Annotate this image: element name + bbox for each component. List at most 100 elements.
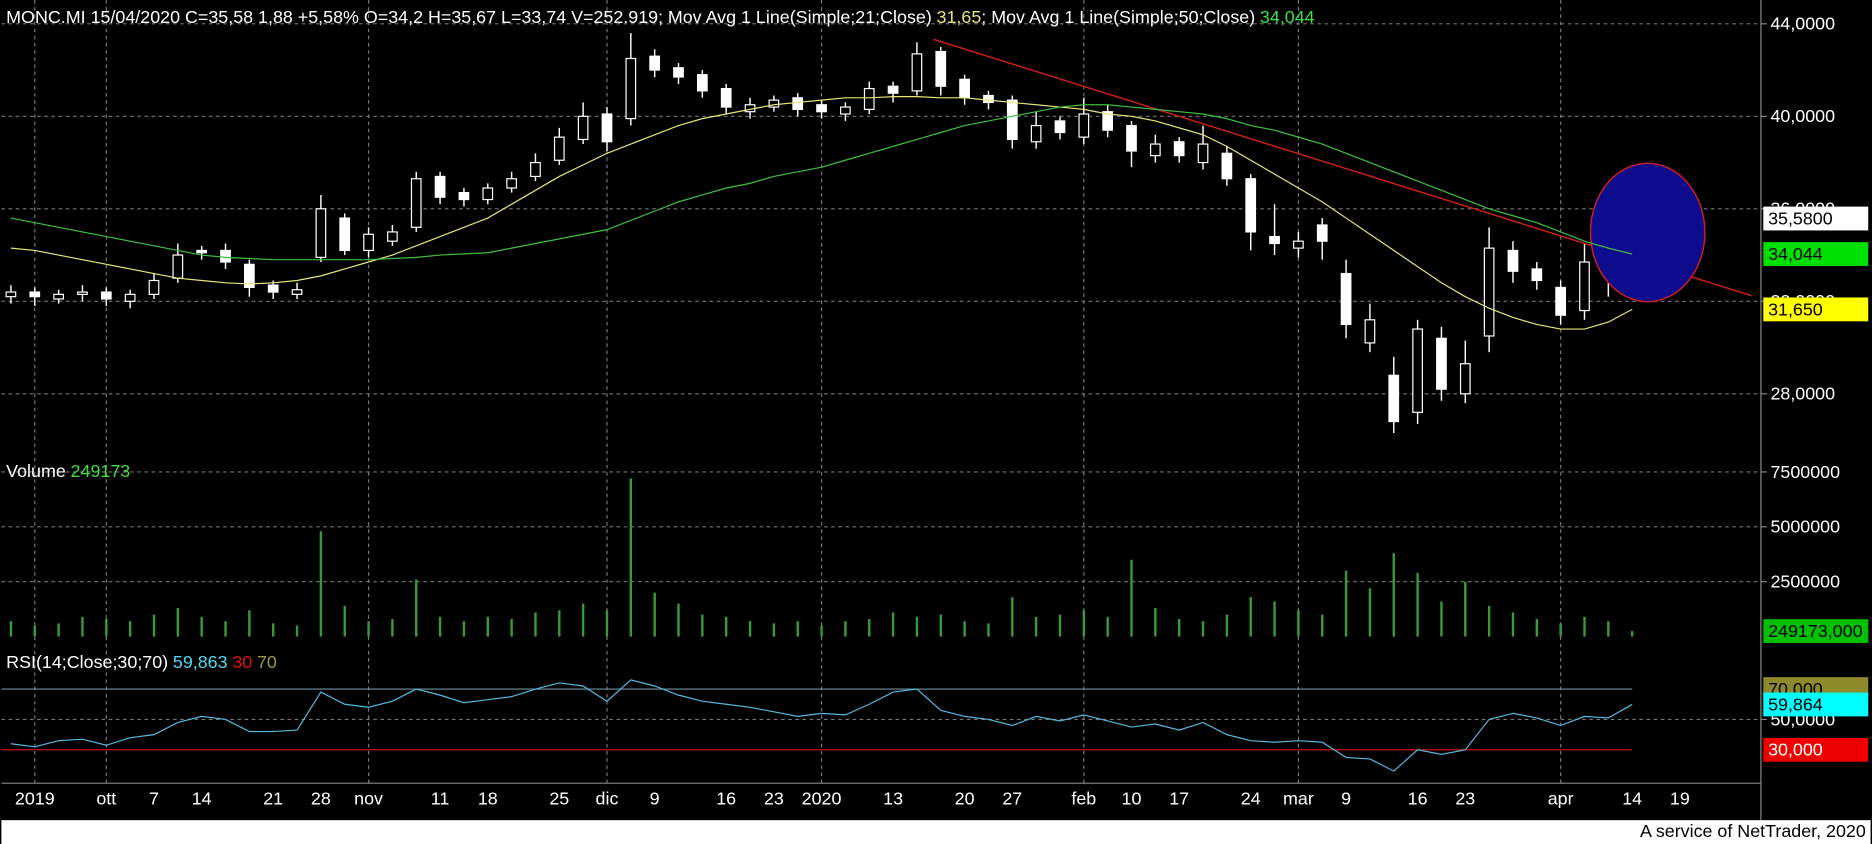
- moving-average: [10, 96, 1633, 330]
- volume-bar: [1344, 570, 1348, 637]
- candle-body: [553, 136, 565, 161]
- volume-bar: [486, 616, 489, 637]
- y-tick-label: 40,0000: [1770, 106, 1835, 126]
- x-tick-label: 14: [1622, 789, 1642, 809]
- rsi-line: [10, 679, 1633, 772]
- volume-bar: [1034, 616, 1038, 637]
- volume-bar: [272, 623, 275, 637]
- x-tick-label: 2019: [15, 789, 55, 809]
- candle-body: [530, 161, 541, 178]
- candle-body: [1245, 178, 1257, 233]
- candle-body: [1030, 124, 1042, 143]
- overlay: [1, 96, 1633, 772]
- candle-body: [625, 57, 637, 120]
- volume-bar: [1464, 581, 1467, 637]
- candle-body: [1531, 268, 1543, 282]
- candle-body: [816, 104, 827, 113]
- candle-body: [1436, 337, 1447, 390]
- x-tick-label: 17: [1169, 789, 1189, 809]
- x-tick-label: 25: [549, 789, 569, 809]
- volume-bar: [915, 616, 919, 637]
- candle-body: [315, 208, 327, 258]
- candle-body: [506, 178, 517, 189]
- x-tick-label: feb: [1071, 789, 1096, 809]
- volume-bar: [629, 478, 633, 637]
- x-tick-label: 21: [263, 789, 283, 809]
- volume-bar: [1249, 597, 1252, 637]
- candle-body: [1197, 143, 1209, 164]
- footer-bar: [1, 820, 1871, 844]
- volume-bar: [987, 623, 990, 637]
- candle-body: [1555, 286, 1567, 316]
- x-tick-label: 27: [1002, 789, 1022, 809]
- rsi-box-label: 59,864: [1768, 694, 1823, 714]
- y-tick-label: 28,0000: [1770, 384, 1835, 404]
- x-tick-label: ott: [96, 789, 116, 809]
- volume-header: Volume 249173: [6, 461, 130, 481]
- candle-body: [243, 263, 255, 289]
- volume-bar: [1630, 631, 1634, 637]
- candle-body: [482, 187, 494, 201]
- ma-box-label-box: [1763, 297, 1869, 322]
- candle-body: [1173, 141, 1185, 157]
- volume-bar: [1607, 621, 1610, 637]
- volume-bar: [1416, 572, 1419, 637]
- candle-body: [1102, 111, 1114, 131]
- candle-body: [1507, 249, 1519, 272]
- volume-box-label: 249173,000: [1768, 621, 1862, 641]
- x-tick-label: 10: [1122, 789, 1142, 809]
- volume-bar: [1058, 614, 1062, 637]
- rsi-high: 70: [257, 652, 277, 672]
- candle-body: [1293, 240, 1304, 249]
- volume-bar: [57, 623, 60, 637]
- volume-bar: [152, 614, 156, 637]
- y-tick-label: 44,0000: [1770, 14, 1835, 34]
- rsi-low: 30: [232, 652, 252, 672]
- sep: ;: [981, 7, 991, 27]
- x-tick-label: 23: [764, 789, 784, 809]
- rsi-value: 59,863: [173, 652, 228, 672]
- x-tick-label: 28: [311, 789, 331, 809]
- x-tick-label: 16: [716, 789, 736, 809]
- candle-body: [1340, 272, 1352, 326]
- volume-title: Volume: [6, 461, 66, 481]
- candle-body: [1054, 120, 1066, 134]
- candle-body: [29, 291, 41, 298]
- candle-body: [577, 115, 589, 141]
- ma-box-label: 31,650: [1768, 299, 1823, 319]
- volume-bar: [1130, 559, 1133, 637]
- candle-body: [1078, 113, 1090, 138]
- volume-bar: [796, 621, 799, 637]
- candle-body: [1006, 99, 1018, 141]
- volume-bar: [701, 614, 704, 637]
- ma-box-label-box: [1763, 242, 1869, 266]
- close-box-label: 35,5800: [1768, 208, 1833, 228]
- moving-average: [10, 104, 1633, 261]
- candle-body: [339, 217, 351, 252]
- volume-bar: [295, 625, 299, 637]
- candle-body: [673, 67, 684, 78]
- volume-bar: [462, 621, 466, 637]
- x-tick-label: 7: [149, 789, 159, 809]
- candle-body: [291, 289, 303, 295]
- rsi-level-label: 30,000: [1768, 740, 1823, 760]
- volume-bar: [1297, 610, 1300, 637]
- volume-bar: [963, 621, 966, 637]
- volume-bar: [534, 612, 537, 637]
- volume-bar: [128, 621, 132, 637]
- candle-body: [458, 192, 470, 201]
- candle-body: [887, 85, 899, 94]
- candle-body: [1364, 319, 1376, 344]
- marks: [5, 33, 1638, 637]
- volume-bar: [33, 625, 36, 637]
- candle-body: [1579, 261, 1590, 312]
- candle-body: [649, 55, 661, 71]
- volume-bar: [868, 619, 871, 637]
- candle-body: [172, 254, 184, 279]
- candle-body: [911, 53, 923, 92]
- rsi-level-label-box: [1763, 737, 1869, 762]
- volume-bar: [415, 579, 418, 637]
- rsi-title: RSI(14;Close;30;70): [6, 652, 168, 672]
- candle-body: [768, 99, 780, 108]
